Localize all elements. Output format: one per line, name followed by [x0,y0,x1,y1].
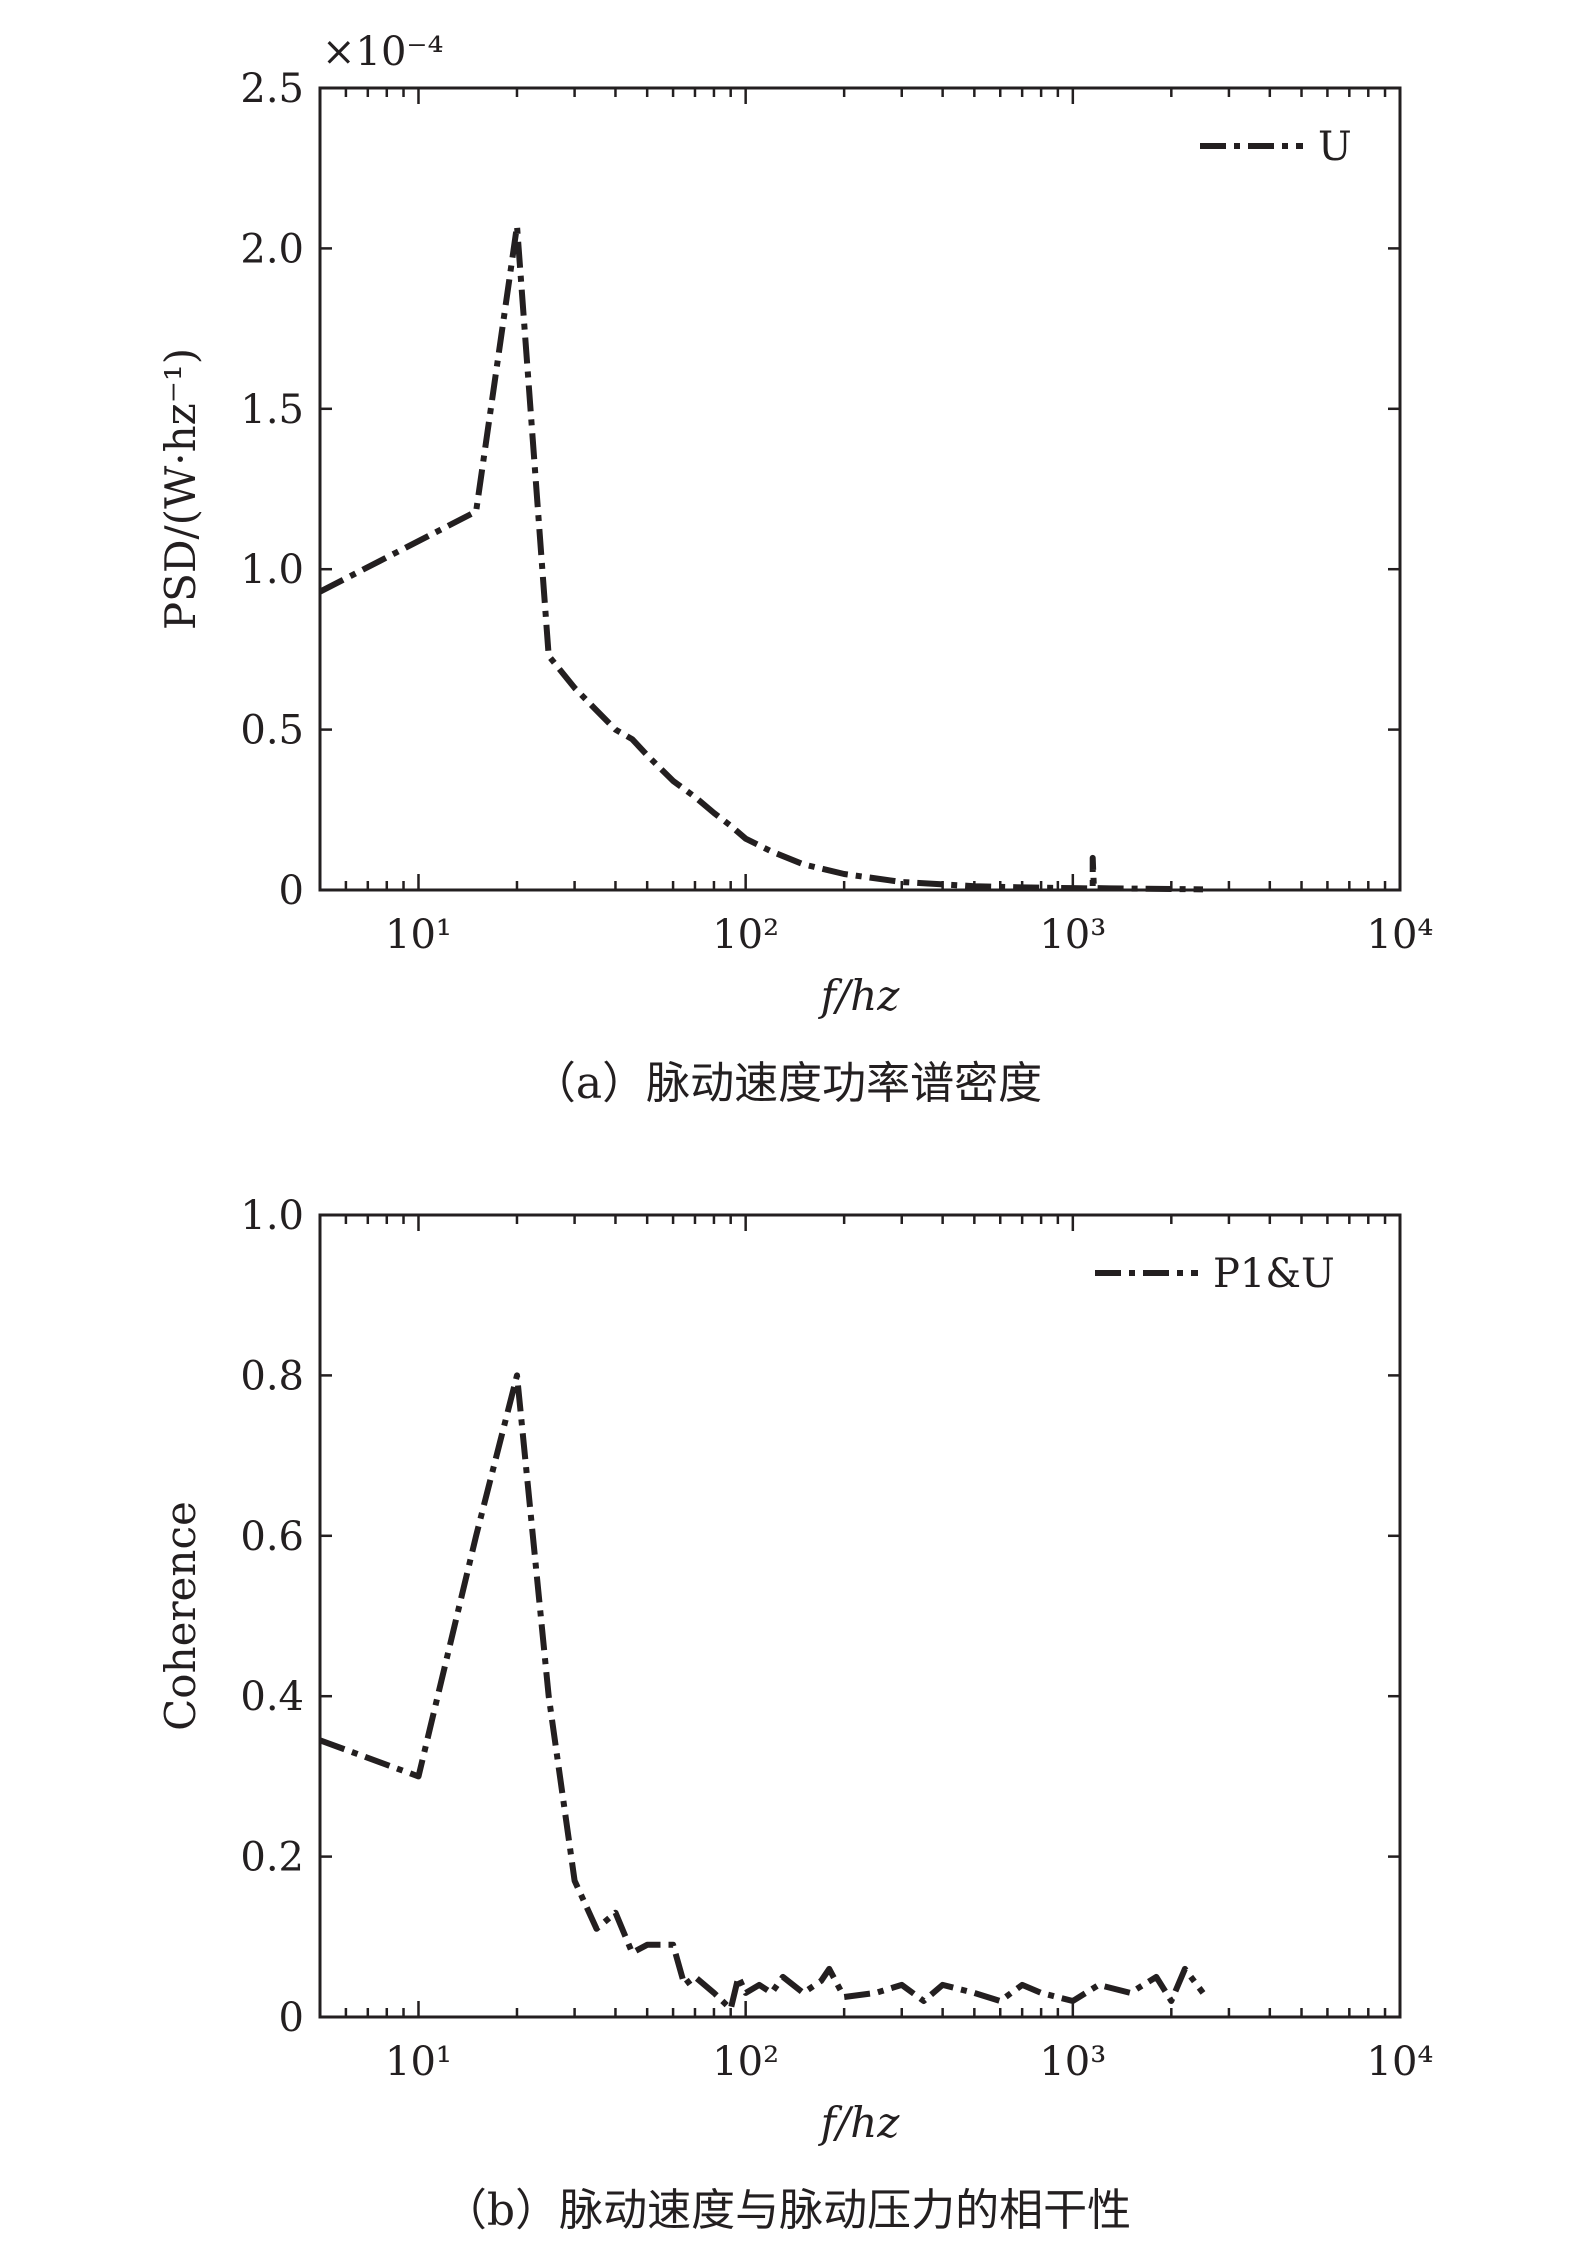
y-multiplier-a: ×10⁻⁴ [322,29,444,75]
panel-a: ×10⁻⁴ PSD/(W·hz⁻¹) f/hz （a）脉动速度功率谱密度 U 0… [156,29,1433,1109]
y-tick-label: 0.2 [240,1835,304,1881]
y-tick-label: 0.8 [240,1353,304,1399]
ticks-b: 0 0.2 0.4 0.6 0.8 1.0 10¹ 10² 10³ 10⁴ [240,1193,1433,2085]
y-axis-label-a: PSD/(W·hz⁻¹) [156,348,205,630]
series-line-p1u [318,1372,1206,2012]
caption-b: （b）脉动速度与脉动压力的相干性 [443,2185,1131,2236]
y-tick-label: 1.0 [240,547,304,593]
x-tick-label: 10² [712,2039,779,2085]
y-tick-label: 0 [279,868,304,914]
y-tick-label: 0.5 [240,708,304,754]
ticks-a: 0 0.5 1.0 1.5 2.0 2.5 10¹ 10² 10³ 10⁴ [240,66,1433,958]
y-tick-label: 2.5 [240,66,304,112]
plot-frame-b [318,1213,1402,2019]
legend-label-a: U [1318,124,1352,170]
x-axis-label-a: f/hz [818,971,901,1020]
y-tick-label: 0 [279,1995,304,2041]
x-axis-label-b: f/hz [818,2098,901,2147]
x-tick-label: 10³ [1039,2039,1106,2085]
series-line-u [318,222,1204,893]
x-tick-label: 10¹ [385,912,452,958]
legend-label-b: P1&U [1213,1251,1335,1297]
y-axis-label-b: Coherence [156,1501,205,1731]
x-tick-label: 10⁴ [1367,912,1434,958]
y-tick-label: 0.6 [240,1514,304,1560]
legend-a: U [1200,124,1352,170]
caption-a: （a）脉动速度功率谱密度 [532,1058,1042,1109]
y-tick-label: 0.4 [240,1674,304,1720]
x-tick-label: 10³ [1039,912,1106,958]
y-tick-label: 2.0 [240,226,304,272]
x-tick-label: 10¹ [385,2039,452,2085]
x-tick-label: 10⁴ [1367,2039,1434,2085]
y-tick-label: 1.0 [240,1193,304,1239]
panel-b: Coherence f/hz （b）脉动速度与脉动压力的相干性 P1&U 0 0.… [156,1193,1433,2236]
plot-frame-a [318,86,1402,892]
y-tick-label: 1.5 [240,387,304,433]
legend-b: P1&U [1095,1251,1335,1297]
x-tick-label: 10² [712,912,779,958]
